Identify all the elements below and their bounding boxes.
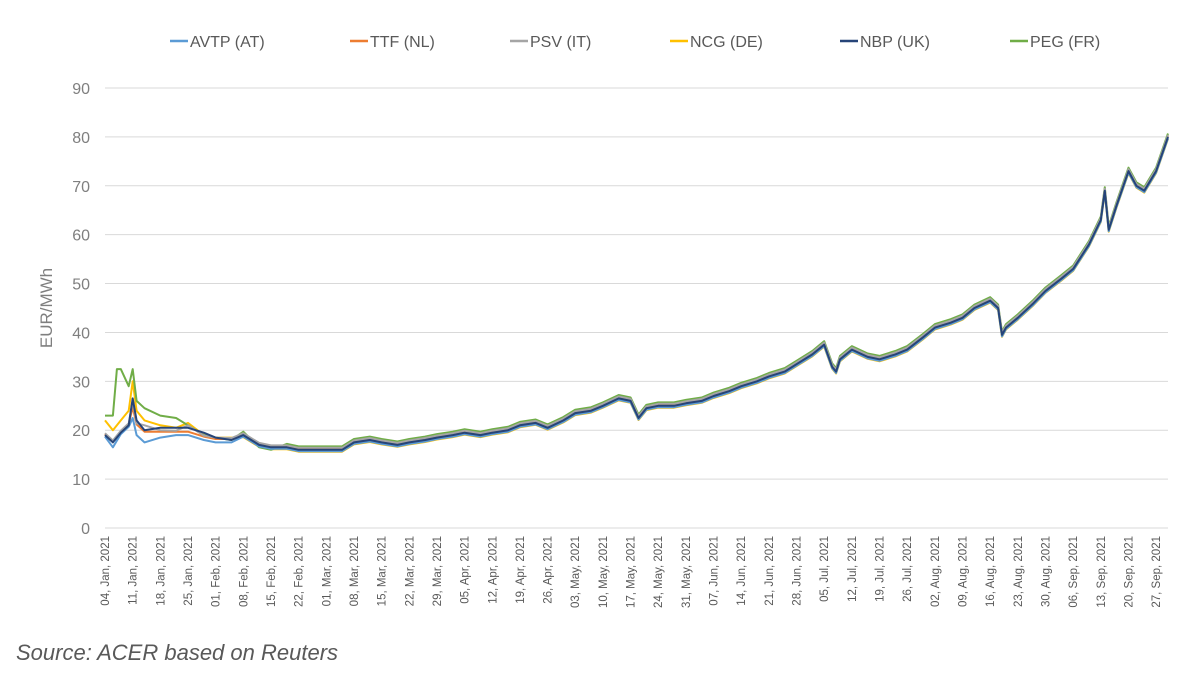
x-tick-label: 20, Sep, 2021 <box>1123 536 1135 608</box>
legend-label: PEG (FR) <box>1030 34 1100 51</box>
y-tick-label: 20 <box>72 423 90 440</box>
x-tick-label: 14, Jun, 2021 <box>736 536 748 606</box>
x-tick-label: 26, Jul, 2021 <box>902 536 914 602</box>
x-tick-label: 22, Mar, 2021 <box>404 536 416 606</box>
x-tick-label: 12, Jul, 2021 <box>847 536 859 602</box>
y-tick-label: 90 <box>72 81 90 98</box>
x-tick-label: 22, Feb, 2021 <box>294 536 306 607</box>
x-tick-label: 03, May, 2021 <box>570 536 582 608</box>
x-tick-label: 26, Apr, 2021 <box>543 536 555 604</box>
series-line <box>104 138 1169 453</box>
x-tick-label: 02, Aug, 2021 <box>930 536 942 607</box>
x-tick-label: 11, Jan, 2021 <box>128 536 140 605</box>
x-tick-label: 31, May, 2021 <box>681 536 693 608</box>
x-tick-label: 01, Feb, 2021 <box>211 536 223 607</box>
x-tick-label: 17, May, 2021 <box>626 536 638 608</box>
y-tick-label: 60 <box>72 228 90 245</box>
y-tick-label: 50 <box>72 277 90 294</box>
series-line <box>104 134 1169 449</box>
x-tick-label: 29, Mar, 2021 <box>432 536 444 606</box>
x-tick-label: 15, Feb, 2021 <box>266 536 278 607</box>
x-tick-label: 13, Sep, 2021 <box>1096 536 1108 608</box>
x-tick-label: 08, Feb, 2021 <box>238 536 250 607</box>
x-tick-label: 04, Jan, 2021 <box>100 536 112 606</box>
y-tick-label: 10 <box>72 472 90 489</box>
chart-canvas: 0 10 20 30 40 50 60 70 80 90 EUR/MWh 04, Jan, 2021 1… <box>37 34 1169 608</box>
series-line <box>104 136 1169 451</box>
x-tick-label: 21, Jun, 2021 <box>764 536 776 606</box>
y-tick-label: 70 <box>72 179 90 196</box>
x-tick-label: 07, Jun, 2021 <box>709 536 721 606</box>
legend-label: AVTP (AT) <box>190 34 265 51</box>
legend-label: TTF (NL) <box>370 34 435 51</box>
x-tick-label: 12, Apr, 2021 <box>487 536 499 604</box>
x-tick-label: 05, Jul, 2021 <box>819 536 831 602</box>
price-chart: 0 10 20 30 40 50 60 70 80 90 EUR/MWh 04, Jan, 2021 1… <box>37 34 1169 608</box>
x-tick-label: 27, Sep, 2021 <box>1151 536 1163 608</box>
y-tick-label: 0 <box>81 521 90 538</box>
x-tick-label: 06, Sep, 2021 <box>1068 536 1080 608</box>
y-tick-label: 30 <box>72 374 90 391</box>
x-tick-label: 16, Aug, 2021 <box>985 536 997 607</box>
series-line <box>105 133 1169 451</box>
x-tick-label: 10, May, 2021 <box>598 536 610 608</box>
y-tick-label: 80 <box>72 130 90 147</box>
x-tick-label: 15, Mar, 2021 <box>377 536 389 606</box>
x-tick-label: 05, Apr, 2021 <box>460 536 472 604</box>
x-tick-label: 28, Jun, 2021 <box>792 536 804 606</box>
x-tick-label: 19, Jul, 2021 <box>875 536 887 602</box>
x-tick-label: 18, Jan, 2021 <box>155 536 167 606</box>
source-caption: Source: ACER based on Reuters <box>16 640 339 665</box>
x-tick-label: 23, Aug, 2021 <box>1013 536 1025 607</box>
x-tick-label: 30, Aug, 2021 <box>1040 536 1052 607</box>
x-tick-label: 08, Mar, 2021 <box>349 536 361 606</box>
x-tick-label: 01, Mar, 2021 <box>321 536 333 606</box>
legend-label: NBP (UK) <box>860 34 930 51</box>
x-tick-label: 19, Apr, 2021 <box>515 536 527 604</box>
x-tick-label: 24, May, 2021 <box>653 536 665 608</box>
legend-label: PSV (IT) <box>530 34 591 51</box>
y-axis-label: EUR/MWh <box>37 268 56 348</box>
x-tick-label: 09, Aug, 2021 <box>958 536 970 607</box>
x-tick-label: 25, Jan, 2021 <box>183 536 195 606</box>
series-line <box>104 135 1169 450</box>
legend-label: NCG (DE) <box>690 34 763 51</box>
y-tick-label: 40 <box>72 325 90 342</box>
